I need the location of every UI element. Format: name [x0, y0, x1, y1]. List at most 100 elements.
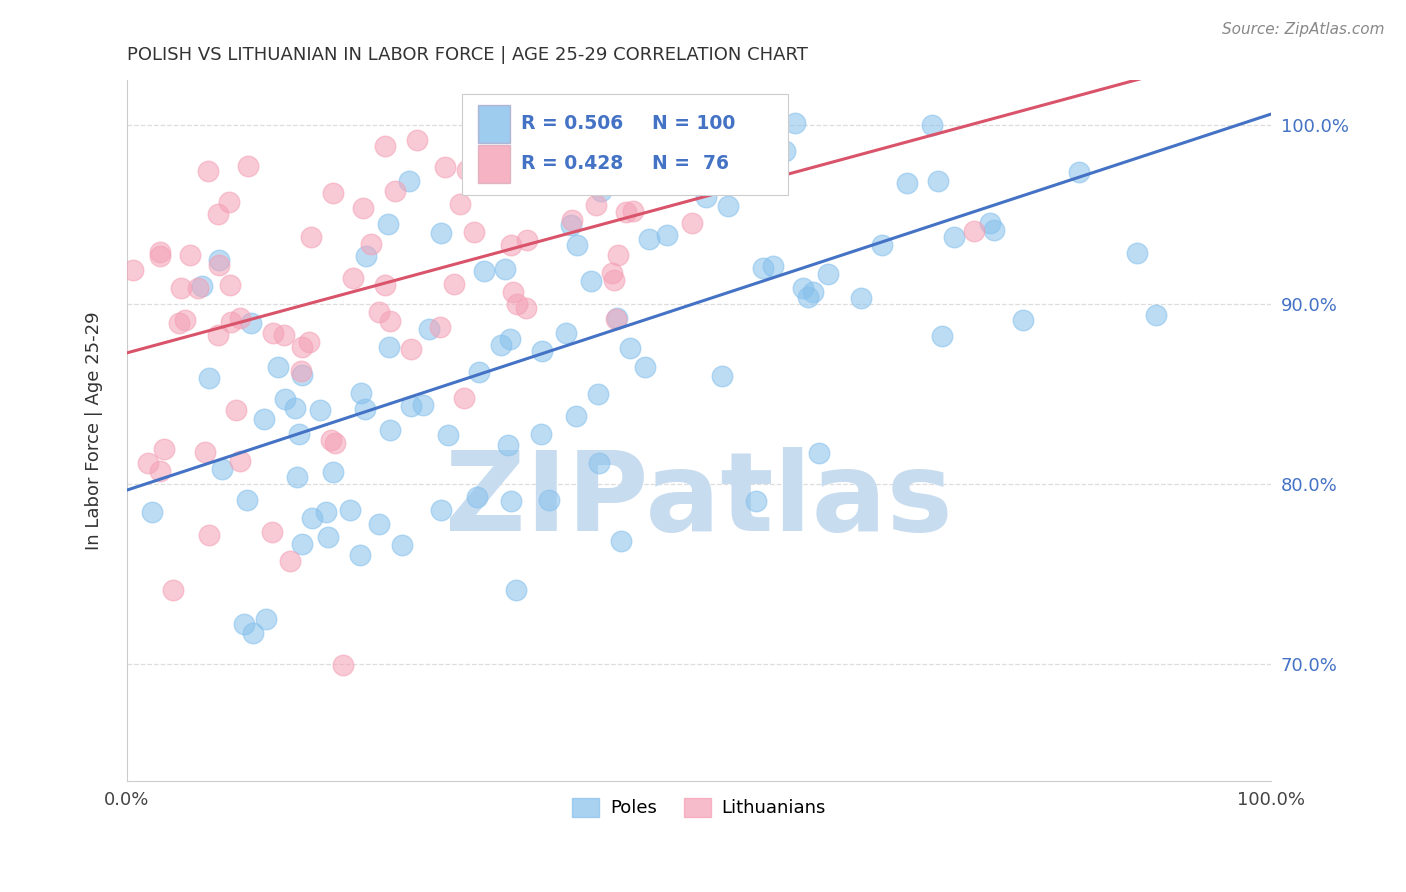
Point — [614, 205, 637, 219]
Point — [681, 216, 703, 230]
Point — [211, 462, 233, 476]
Point — [316, 530, 339, 544]
Point — [564, 409, 586, 423]
Point — [375, 46, 398, 61]
Point — [267, 360, 290, 375]
Point — [373, 278, 395, 293]
Point — [342, 270, 364, 285]
Point — [662, 149, 685, 163]
Point — [565, 238, 588, 252]
Point — [638, 232, 661, 246]
Point — [1146, 309, 1168, 323]
Point — [391, 538, 413, 552]
Point — [621, 204, 644, 219]
Point — [983, 222, 1005, 236]
Point — [671, 125, 693, 139]
Point — [399, 342, 422, 356]
Point — [273, 392, 295, 407]
Point — [745, 494, 768, 508]
Point — [377, 217, 399, 231]
Point — [240, 316, 263, 330]
Point — [299, 230, 322, 244]
Point — [762, 260, 785, 274]
Point — [315, 505, 337, 519]
Legend: Poles, Lithuanians: Poles, Lithuanians — [565, 791, 834, 824]
Point — [516, 233, 538, 247]
Point — [610, 533, 633, 548]
Text: R = 0.506: R = 0.506 — [520, 114, 623, 133]
Point — [122, 263, 145, 277]
Point — [1012, 45, 1035, 59]
Point — [1067, 164, 1090, 178]
Point — [153, 442, 176, 456]
Point — [430, 503, 453, 517]
Point — [585, 198, 607, 212]
Point — [817, 267, 839, 281]
Point — [198, 528, 221, 542]
Point — [187, 280, 209, 294]
Point — [242, 626, 264, 640]
Point — [207, 207, 229, 221]
Point — [586, 387, 609, 401]
FancyBboxPatch shape — [478, 145, 510, 183]
Point — [606, 248, 628, 262]
Point — [735, 128, 758, 142]
Point — [561, 213, 583, 227]
Point — [380, 313, 402, 327]
Point — [194, 445, 217, 459]
Point — [927, 173, 949, 187]
Point — [515, 301, 537, 316]
Point — [229, 310, 252, 325]
Point — [354, 249, 377, 263]
Point — [502, 285, 524, 300]
Point — [468, 365, 491, 379]
Point — [273, 328, 295, 343]
Point — [453, 391, 475, 405]
Point — [149, 464, 172, 478]
Point — [225, 403, 247, 417]
Point — [322, 186, 344, 200]
Point — [491, 337, 513, 351]
Point — [399, 399, 422, 413]
Point — [530, 343, 553, 358]
Point — [349, 549, 371, 563]
Point — [870, 237, 893, 252]
Point — [228, 454, 250, 468]
Point — [538, 493, 561, 508]
Point — [262, 326, 284, 341]
Point — [378, 340, 401, 354]
Point — [352, 201, 374, 215]
Point — [717, 160, 740, 174]
Point — [174, 313, 197, 327]
Point — [605, 312, 627, 326]
Point — [218, 277, 240, 292]
Point — [463, 225, 485, 239]
Point — [481, 120, 503, 135]
Point — [689, 158, 711, 172]
Point — [235, 493, 257, 508]
Point — [581, 274, 603, 288]
Point — [179, 248, 201, 262]
Point — [354, 402, 377, 417]
FancyBboxPatch shape — [463, 94, 789, 195]
Point — [136, 456, 159, 470]
Point — [207, 328, 229, 343]
Point — [499, 237, 522, 252]
Point — [752, 260, 775, 275]
Point — [773, 144, 796, 158]
Point — [367, 517, 389, 532]
Point — [979, 217, 1001, 231]
Point — [510, 111, 533, 125]
Point — [197, 371, 219, 385]
Point — [260, 524, 283, 539]
Point — [710, 368, 733, 383]
Point — [931, 329, 953, 343]
Point — [443, 277, 465, 292]
Point — [619, 341, 641, 355]
Y-axis label: In Labor Force | Age 25-29: In Labor Force | Age 25-29 — [86, 311, 103, 549]
Point — [588, 160, 610, 174]
Point — [963, 223, 986, 237]
Text: N =  76: N = 76 — [652, 154, 730, 173]
Point — [378, 423, 401, 437]
Point — [323, 435, 346, 450]
